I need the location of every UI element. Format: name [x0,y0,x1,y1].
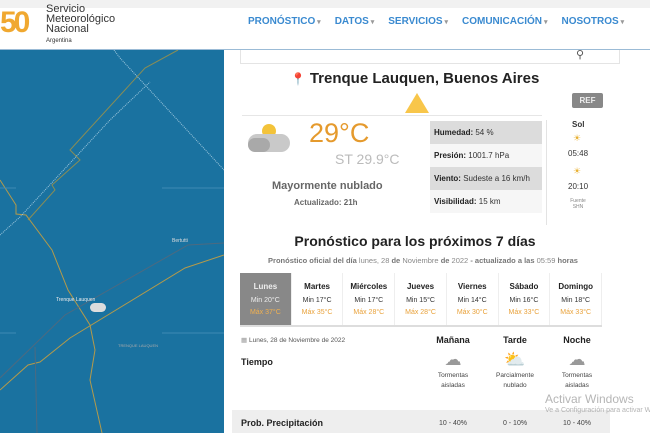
nav-nosotros[interactable]: NOSOTROS [561,16,624,27]
divider [242,115,542,116]
tab-lunes[interactable]: Lunes Min 20°C Máx 37°C [240,273,292,325]
sun-title: Sol [572,120,585,129]
logo-line: Servicio [46,3,86,15]
weather-desc: Tormentas aisladas [561,372,593,389]
mostly-cloudy-icon [246,124,292,152]
map-pin-icon: 📍 [290,72,306,86]
search-bar[interactable] [240,50,620,64]
precipitation-row [232,410,610,433]
precipitation-label: Prob. Precipitación [241,418,324,428]
search-icon[interactable]: ⚲ [576,49,585,61]
humidity-row: Humedad: 54 % [430,121,542,144]
map-label-city[interactable]: Trenque Lauquen [56,297,96,303]
feels-like: ST 29.9°C [335,151,400,167]
map-label-district: TRENQUE LAUQUEN [118,343,159,348]
activation-watermark-sub: Ve a Configuración para activar Windows. [545,407,650,414]
period-night: Noche [563,335,591,345]
site-header [0,8,650,50]
sunset-icon: ☀ [573,166,582,176]
updated-time: Actualizado: 21h [294,198,358,207]
map-label-bertutti: Bertutti [172,238,188,244]
sunrise-time: 05:48 [568,149,589,158]
sunset-time: 20:10 [568,182,589,191]
storm-cloud-icon: ☁ [444,350,462,369]
logo-line: Nacional [46,23,89,35]
logo-country: Argentina [46,38,72,44]
forecast-title: Pronóstico para los próximos 7 días [294,233,536,249]
content-panel: ⚲ [224,49,650,433]
tab-sabado[interactable]: Sábado Min 16°C Máx 33°C [498,273,551,325]
main-nav: PRONÓSTICO DATOS SERVICIOS COMUNICACIÓN … [248,16,648,27]
current-temperature: 29°C [309,118,370,148]
pressure-row: Presión: 1001.7 hPa [430,144,542,167]
wind-row: Viento: Sudeste a 16 km/h [430,167,542,190]
ref-button[interactable]: REF [572,93,603,108]
location-title: 📍 Trenque Lauquen, Buenos Aires [240,70,590,87]
period-afternoon: Tarde [503,335,527,345]
nav-pronostico[interactable]: PRONÓSTICO [248,16,321,27]
map-roads [0,50,224,433]
sunrise-icon: ☀ [573,133,582,143]
weather-desc: Tormentas aisladas [437,372,469,389]
tab-martes[interactable]: Martes Min 17°C Máx 35°C [291,273,344,325]
logo-line: Meteorológico [46,13,116,25]
storm-cloud-icon: ☁ [568,350,586,369]
forecast-subtitle: Pronóstico oficial del día lunes, 28 de … [268,256,578,265]
precipitation-value: 0 - 10% [502,420,528,427]
logo-text[interactable]: Servicio Meteorológico Nacional Argentin… [46,4,115,46]
day-tabs: Lunes Min 20°C Máx 37°C Martes Min 17°C Máx … [240,273,603,327]
partly-cloudy-icon: ⛅ [504,350,526,369]
activation-watermark: Activar Windows [545,392,634,406]
tiempo-label: Tiempo [241,357,273,367]
weather-map[interactable]: Bertutti Trenque Lauquen TRENQUE LAUQUEN [0,50,224,433]
nav-datos[interactable]: DATOS [335,16,375,27]
precipitation-value: 10 - 40% [438,420,468,427]
weather-desc: Parcialmente nublado [496,372,534,389]
browser-top-bar [0,0,650,8]
location-name: Trenque Lauquen, Buenos Aires [309,70,540,87]
nav-servicios[interactable]: SERVICIOS [388,16,448,27]
tab-miercoles[interactable]: Miércoles Min 17°C Máx 28°C [343,273,396,325]
precipitation-value: 10 - 40% [562,420,592,427]
period-morning: Mañana [436,335,470,345]
nav-comunicacion[interactable]: COMUNICACIÓN [462,16,547,27]
heat-warning-icon[interactable] [405,93,429,113]
divider [546,120,547,225]
cloud-marker-icon[interactable] [90,303,106,312]
calendar-icon: ▦ [241,337,248,344]
visibility-row: Visibilidad: 15 km [430,190,542,213]
tab-jueves[interactable]: Jueves Min 15°C Máx 28°C [395,273,447,325]
logo[interactable]: 50 [0,6,30,39]
detail-date: ▦ Lunes, 28 de Noviembre de 2022 [241,337,346,344]
current-condition: Mayormente nublado [272,180,383,192]
tab-viernes[interactable]: Viernes Min 14°C Máx 30°C [446,273,499,325]
sun-source: Fuente SHN [570,198,586,210]
tab-domingo[interactable]: Domingo Min 18°C Máx 33°C [550,273,603,325]
